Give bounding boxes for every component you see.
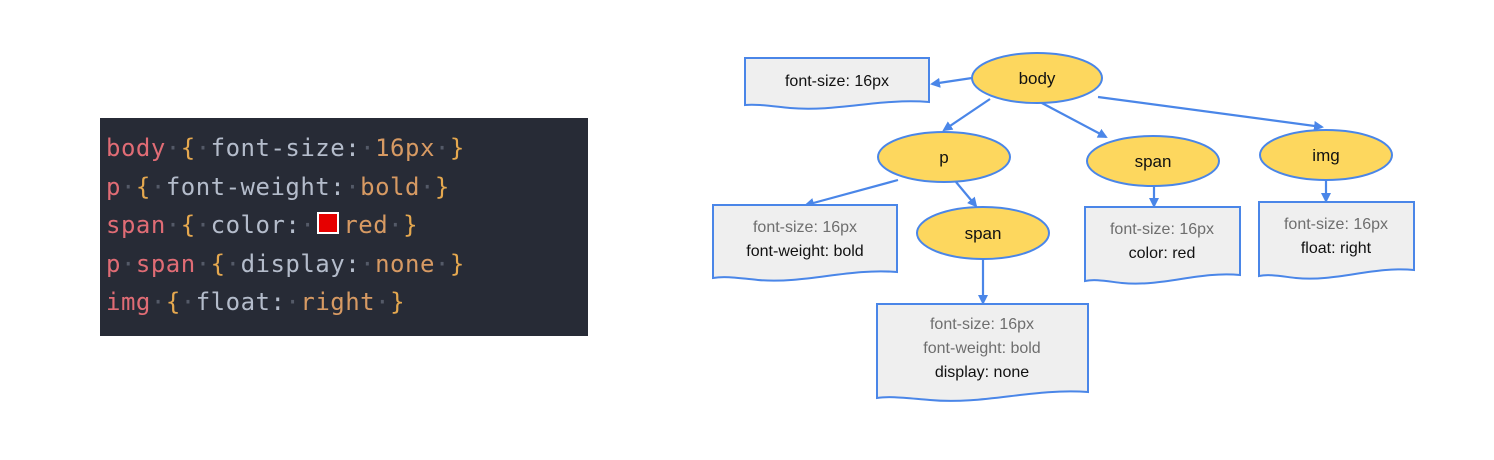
code-token-whitespace: ·: [195, 211, 211, 239]
code-token-whitespace: ·: [375, 288, 391, 316]
code-token-sel: p: [106, 172, 121, 201]
code-token-sel: span: [135, 249, 196, 278]
box-span-top-inherited-1: font-size: 16px: [1110, 221, 1214, 238]
code-token-val: right: [300, 288, 376, 316]
code-line-p: p·{·font-weight:·bold·}: [106, 168, 588, 207]
code-token-brace: }: [403, 211, 419, 239]
code-token-whitespace: ·: [150, 288, 166, 316]
code-token-brace: }: [449, 134, 465, 162]
css-code-panel: body·{·font-size:·16px·} p·{·font-weight…: [100, 118, 588, 336]
edge-body-to-img: [1097, 95, 1324, 131]
code-token-whitespace: ·: [388, 211, 404, 239]
code-token-whitespace: ·: [180, 288, 196, 316]
code-token-whitespace: ·: [419, 172, 435, 201]
code-token-sel: img: [106, 288, 151, 316]
code-token-whitespace: ·: [360, 134, 376, 162]
code-token-brace: }: [390, 288, 406, 316]
code-token-prop: font-weight:: [165, 172, 346, 201]
code-token-brace: {: [165, 288, 181, 316]
tree-edges: [804, 76, 1331, 305]
code-token-val: bold: [360, 172, 420, 201]
code-token-sel: p: [106, 249, 121, 278]
code-token-brace: {: [180, 134, 196, 162]
code-token-prop: display:: [240, 249, 361, 278]
code-token-sel: span: [106, 211, 166, 239]
box-img: font-size: 16px float: right: [1258, 201, 1415, 280]
code-token-whitespace: ·: [120, 172, 136, 201]
box-p-own-1: font-weight: bold: [746, 243, 863, 260]
edge-p-to-span: [955, 181, 978, 208]
code-token-whitespace: ·: [225, 249, 241, 278]
box-body-line-1: font-size: 16px: [785, 73, 889, 90]
code-token-sel: body: [106, 134, 166, 162]
node-body-label: body: [1019, 69, 1056, 88]
code-token-prop: font-size:: [210, 134, 361, 162]
box-span-top: font-size: 16px color: red: [1084, 206, 1241, 285]
code-line-p-span: p·span·{·display:·none·}: [106, 245, 588, 284]
code-token-prop: color:: [210, 211, 301, 239]
code-token-whitespace: ·: [165, 134, 181, 162]
code-token-whitespace: ·: [120, 249, 136, 278]
code-token-whitespace: ·: [195, 134, 211, 162]
code-token-whitespace: ·: [434, 249, 450, 278]
node-span-nested: span: [916, 206, 1050, 260]
code-token-whitespace: ·: [195, 249, 211, 278]
code-token-brace: {: [210, 249, 226, 278]
code-token-whitespace: ·: [285, 288, 301, 316]
box-p: font-size: 16px font-weight: bold: [712, 204, 898, 282]
box-span-nested-inherited-1: font-size: 16px: [930, 316, 1034, 333]
code-line-img: img·{·float:·right·}: [106, 283, 588, 322]
code-token-whitespace: ·: [150, 172, 166, 201]
node-p-label: p: [939, 148, 948, 167]
code-token-brace: {: [180, 211, 196, 239]
node-img: img: [1259, 129, 1393, 181]
code-token-whitespace: ·: [345, 172, 361, 201]
node-img-label: img: [1312, 146, 1339, 165]
code-token-whitespace: ·: [165, 211, 181, 239]
node-span-top: span: [1086, 135, 1220, 187]
node-p: p: [877, 131, 1011, 183]
code-token-val: 16px: [375, 134, 435, 162]
code-token-brace: }: [434, 172, 450, 201]
edge-p-to-box: [804, 178, 899, 208]
color-swatch: [317, 212, 340, 234]
code-token-whitespace: ·: [360, 249, 376, 278]
node-body: body: [971, 52, 1103, 104]
edge-body-to-span: [1039, 101, 1108, 138]
node-span-top-label: span: [1135, 152, 1172, 171]
code-line-span: span·{·color:· red·}: [106, 206, 588, 245]
edge-body-to-p: [942, 98, 991, 132]
box-span-nested-inherited-2: font-weight: bold: [923, 340, 1040, 357]
box-p-inherited-1: font-size: 16px: [753, 219, 857, 236]
code-token-whitespace: ·: [300, 211, 316, 239]
code-token-brace: {: [135, 172, 151, 201]
box-span-nested-own-1: display: none: [935, 364, 1029, 381]
code-token-whitespace: ·: [434, 134, 450, 162]
edge-body-to-box: [930, 76, 973, 88]
box-span-top-own-1: color: red: [1129, 245, 1196, 262]
box-span-nested: font-size: 16px font-weight: bold displa…: [876, 303, 1089, 402]
code-token-brace: }: [449, 249, 465, 278]
code-token-val: red: [343, 211, 389, 239]
box-body: font-size: 16px: [744, 57, 930, 110]
code-token-prop: float:: [195, 288, 286, 316]
code-line-body: body·{·font-size:·16px·}: [106, 129, 588, 168]
node-span-nested-label: span: [965, 224, 1002, 243]
box-img-own-1: float: right: [1301, 240, 1372, 257]
code-token-val: none: [375, 249, 435, 278]
box-img-inherited-1: font-size: 16px: [1284, 216, 1388, 233]
